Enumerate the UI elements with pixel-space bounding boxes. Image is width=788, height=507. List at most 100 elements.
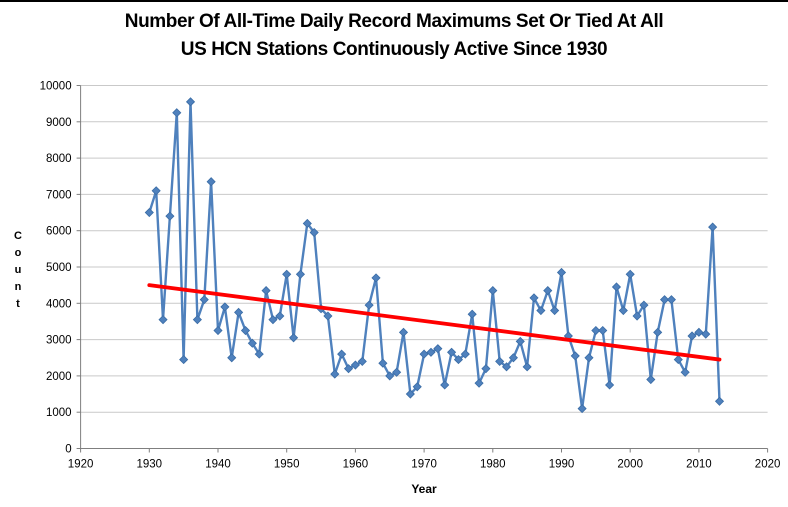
data-point-marker [220, 302, 230, 312]
chart-top-border [0, 0, 788, 2]
data-point-marker [385, 371, 395, 381]
data-point-marker [611, 282, 622, 292]
trend-line [147, 283, 722, 362]
data-point-marker [309, 227, 319, 238]
data-point-marker [254, 349, 264, 359]
data-point-marker [522, 362, 532, 372]
chart-title: Number Of All-Time Daily Record Maximums… [0, 8, 788, 64]
data-point-marker [598, 325, 608, 336]
data-point-marker [282, 269, 292, 279]
x-axis-tick-label: 2010 [686, 459, 712, 471]
data-point-marker [536, 305, 546, 316]
data-point-marker [453, 354, 464, 365]
x-axis-tick-label: 1990 [549, 459, 575, 471]
data-point-marker [247, 338, 257, 348]
y-axis-tick-label: 10000 [40, 81, 72, 93]
x-axis-tick-label: 2020 [755, 459, 781, 471]
data-point-marker [206, 177, 216, 187]
data-point-marker [708, 222, 718, 232]
y-axis-title-letter: o [14, 247, 22, 259]
data-point-marker [350, 360, 360, 370]
data-point-marker [213, 325, 223, 336]
data-point-marker [701, 329, 711, 339]
data-point-marker [543, 286, 553, 296]
data-point-marker [295, 269, 306, 279]
data-point-marker [426, 347, 436, 357]
data-point-marker [199, 295, 209, 305]
y-axis-title-letter: t [16, 298, 20, 310]
data-point-marker [378, 358, 388, 368]
data-point-marker [501, 362, 512, 372]
y-axis-tick-label: 2000 [46, 371, 72, 383]
data-point-marker [302, 218, 312, 229]
data-point-marker [646, 374, 656, 385]
data-point-marker [412, 382, 422, 392]
data-point-marker [556, 267, 567, 278]
data-point-marker [550, 305, 560, 316]
data-point-marker [577, 404, 587, 414]
data-point-marker [653, 327, 663, 337]
data-point-marker [172, 108, 182, 118]
data-point-marker [474, 378, 484, 388]
data-point-marker [392, 367, 402, 377]
data-point-marker [398, 327, 409, 337]
y-axis-tick-label: 5000 [46, 262, 72, 274]
x-axis-title-year: Year [411, 482, 437, 496]
x-axis-tick-label: 1970 [411, 459, 437, 471]
y-axis-tick-label: 4000 [46, 298, 72, 310]
data-point-marker [323, 311, 333, 321]
data-point-marker [584, 353, 594, 363]
data-point-marker [591, 325, 601, 336]
x-axis-tick-label: 1960 [343, 459, 369, 471]
data-point-marker [158, 315, 168, 325]
x-axis-tick-label: 1930 [137, 459, 163, 471]
x-axis-tick-label: 2000 [617, 459, 643, 471]
data-point-marker [495, 356, 505, 366]
data-point-marker [618, 305, 628, 316]
data-point-marker [447, 347, 457, 357]
data-point-marker [151, 186, 161, 196]
data-series-line [148, 100, 721, 410]
y-axis-tick-label: 6000 [46, 226, 72, 238]
data-point-marker [440, 380, 450, 390]
data-point-marker [240, 325, 251, 336]
data-point-marker [330, 369, 340, 379]
data-point-marker [467, 309, 477, 319]
data-point-marker [419, 349, 429, 359]
data-point-marker [234, 307, 244, 317]
x-axis-tick-label: 1980 [480, 459, 506, 471]
data-point-marker [488, 286, 498, 296]
y-axis-tick-label: 9000 [46, 117, 72, 129]
data-series-markers [144, 97, 725, 414]
y-axis-tick-label: 1000 [46, 407, 72, 419]
data-point-marker [666, 295, 676, 305]
y-axis-tick-label: 7000 [46, 189, 72, 201]
data-point-marker [405, 389, 415, 399]
data-point-marker [275, 311, 285, 321]
y-axis-title-letter: C [14, 230, 22, 242]
data-point-marker [268, 315, 278, 325]
data-point-marker [371, 273, 381, 283]
data-point-marker [433, 344, 443, 354]
x-axis-tick-label: 1920 [68, 459, 94, 471]
data-point-marker [144, 207, 154, 218]
y-axis-tick-label: 0 [65, 444, 71, 456]
data-point-marker [529, 293, 539, 303]
x-axis-tick-label: 1940 [205, 459, 231, 471]
data-point-marker [508, 353, 518, 363]
data-point-marker [165, 211, 175, 221]
chart-title-line-1: Number Of All-Time Daily Record Maximums… [124, 11, 664, 32]
data-point-marker [343, 364, 354, 374]
data-point-marker [605, 380, 615, 390]
data-point-marker [289, 333, 299, 343]
data-point-marker [179, 354, 189, 365]
data-point-marker [639, 300, 649, 310]
data-point-marker [192, 315, 202, 325]
data-point-marker [570, 351, 580, 361]
y-axis-tick-label: 8000 [46, 153, 72, 165]
y-axis-tick-label: 3000 [46, 335, 72, 347]
data-point-marker [460, 349, 470, 359]
x-axis-tick-label: 1950 [274, 459, 300, 471]
chart-title-line-2: US HCN Stations Continuously Active Sinc… [180, 39, 608, 60]
